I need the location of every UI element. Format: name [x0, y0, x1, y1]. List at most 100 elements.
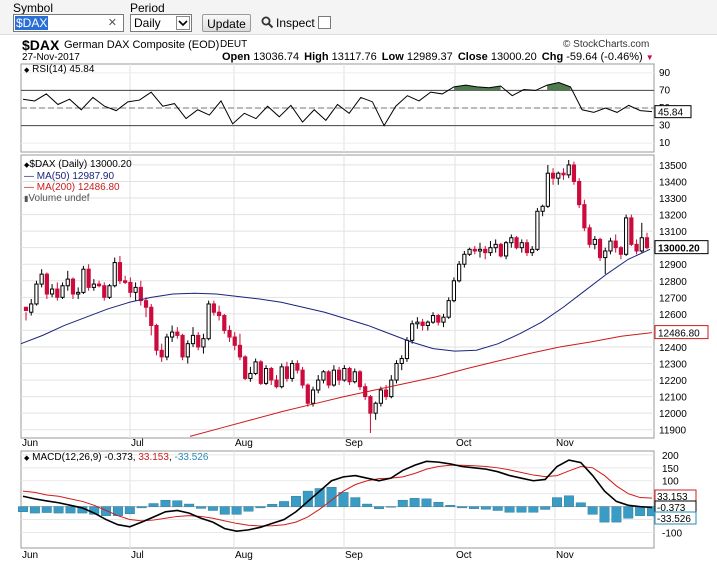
- ma200-legend-text: MA(200) 12486.80: [36, 182, 120, 193]
- candle-body: [378, 389, 383, 404]
- candle-body: [639, 237, 644, 252]
- month-label-nov: Nov: [556, 438, 574, 449]
- close-price-tag: [654, 240, 709, 255]
- macd-histogram-bar: [409, 498, 420, 507]
- candle-body: [107, 285, 112, 298]
- candle-body: [185, 343, 190, 358]
- period-label: Period: [130, 1, 165, 15]
- macd-histogram-bar: [552, 497, 563, 507]
- candle-body: [29, 303, 34, 313]
- candle-body: [504, 242, 509, 257]
- macd-legend: ◆ MACD(12,26,9) -0.373, 33.153, -33.526: [24, 452, 209, 463]
- macd-histogram-bar: [41, 506, 52, 513]
- candle-body: [112, 262, 117, 287]
- clear-icon[interactable]: ✕: [107, 17, 117, 29]
- candle-body: [535, 210, 540, 250]
- inspect-checkbox[interactable]: [318, 16, 331, 29]
- month-label-jun: Jun: [22, 438, 38, 449]
- candle-body: [436, 315, 441, 323]
- macd-histogram-bar: [136, 506, 147, 509]
- macd-histogram-bar: [314, 488, 325, 507]
- ma50-legend-text: MA(50) 12987.90: [36, 171, 115, 182]
- macd-histogram-bar: [219, 506, 230, 515]
- candle-body: [102, 285, 107, 298]
- macd-histogram-bar: [160, 499, 171, 507]
- ma50-line: [20, 248, 651, 352]
- candle-body: [263, 367, 269, 384]
- low-value: 12989.37: [406, 51, 453, 63]
- macd-histogram-bar: [611, 506, 622, 523]
- price-legend-title-text: $DAX (Daily) 13000.20: [29, 159, 132, 170]
- candle-body: [253, 361, 258, 374]
- macd-histogram-bar: [18, 506, 28, 512]
- period-select[interactable]: Daily: [130, 14, 192, 32]
- macd-histogram-bar: [29, 506, 40, 514]
- macd-histogram-bar: [148, 503, 159, 507]
- macd-histogram-bar: [291, 496, 301, 507]
- candle-body: [524, 242, 530, 254]
- candle-body: [216, 311, 222, 317]
- candle-body: [232, 336, 237, 346]
- candle-body: [190, 334, 196, 345]
- candle-body: [509, 237, 514, 244]
- candle-body: [222, 315, 227, 331]
- candle-body: [138, 286, 143, 302]
- macd-label: MACD(12,26,9): [32, 452, 102, 463]
- candle-body: [196, 334, 201, 348]
- month-label-macd-jun: Jun: [22, 550, 38, 561]
- ma50-legend: — MA(50) 12987.90: [24, 171, 115, 182]
- high-value: 13117.76: [331, 51, 377, 63]
- candle-body: [321, 371, 326, 381]
- macd-histogram-bar: [184, 503, 195, 507]
- candle-body: [211, 303, 216, 313]
- axes: Jun Jun Jul Jul Aug Aug Sep Sep Oct Oct Nov Nov 90 70…: [22, 68, 709, 561]
- macd-value-tag: [654, 500, 697, 514]
- month-label-macd-jul: Jul: [131, 550, 144, 561]
- volume-legend-text: Volume undef: [28, 193, 90, 204]
- candle-body: [587, 227, 592, 245]
- exchange: DEUT: [220, 39, 248, 50]
- candle-body: [634, 243, 639, 252]
- month-label-macd-aug: Aug: [235, 550, 253, 561]
- macd-histogram-bar: [635, 506, 646, 516]
- macd-histogram-bar: [243, 506, 254, 512]
- candle-body: [133, 286, 138, 293]
- rsi-tick: 30: [659, 121, 671, 132]
- candle-body: [446, 300, 451, 318]
- candle-body: [488, 247, 493, 254]
- update-button[interactable]: Update: [202, 14, 251, 32]
- rsi-tick: 10: [659, 138, 671, 149]
- candle-body: [91, 283, 96, 288]
- price-tick: 13400: [659, 177, 687, 188]
- candle-body: [550, 172, 556, 179]
- macd-histogram-bar: [385, 506, 396, 508]
- price-tick: 12300: [659, 360, 687, 371]
- candle-body: [394, 363, 399, 381]
- candle-body: [425, 321, 430, 326]
- credit: © StockCharts.com: [563, 39, 650, 50]
- rsi-chart: [21, 81, 654, 127]
- candle-body: [467, 248, 472, 255]
- candle-body: [180, 334, 185, 358]
- month-label-macd-oct: Oct: [456, 550, 472, 561]
- macd-hist-tag: [654, 511, 697, 525]
- candle-body: [81, 268, 86, 293]
- candle-body: [164, 336, 169, 358]
- macd-histogram-bar: [326, 487, 337, 507]
- macd-value-tag-text: -0.373: [657, 503, 686, 514]
- macd-histogram-bar: [374, 506, 384, 509]
- close-label: Close: [457, 51, 488, 63]
- price-tick: 13000: [659, 244, 687, 255]
- candle-body: [545, 172, 550, 207]
- candle-body: [326, 371, 331, 386]
- symbol-input[interactable]: $DAX ✕: [13, 14, 124, 32]
- macd-histogram-bar: [302, 490, 313, 507]
- macd-histogram-bar: [540, 506, 551, 510]
- candle-body: [566, 164, 571, 176]
- month-label-jul: Jul: [131, 438, 144, 449]
- candle-body: [347, 367, 352, 383]
- candle-body: [243, 356, 248, 379]
- rsi-tick: 50: [659, 103, 671, 114]
- candle-body: [300, 369, 305, 386]
- candle-body: [70, 278, 76, 295]
